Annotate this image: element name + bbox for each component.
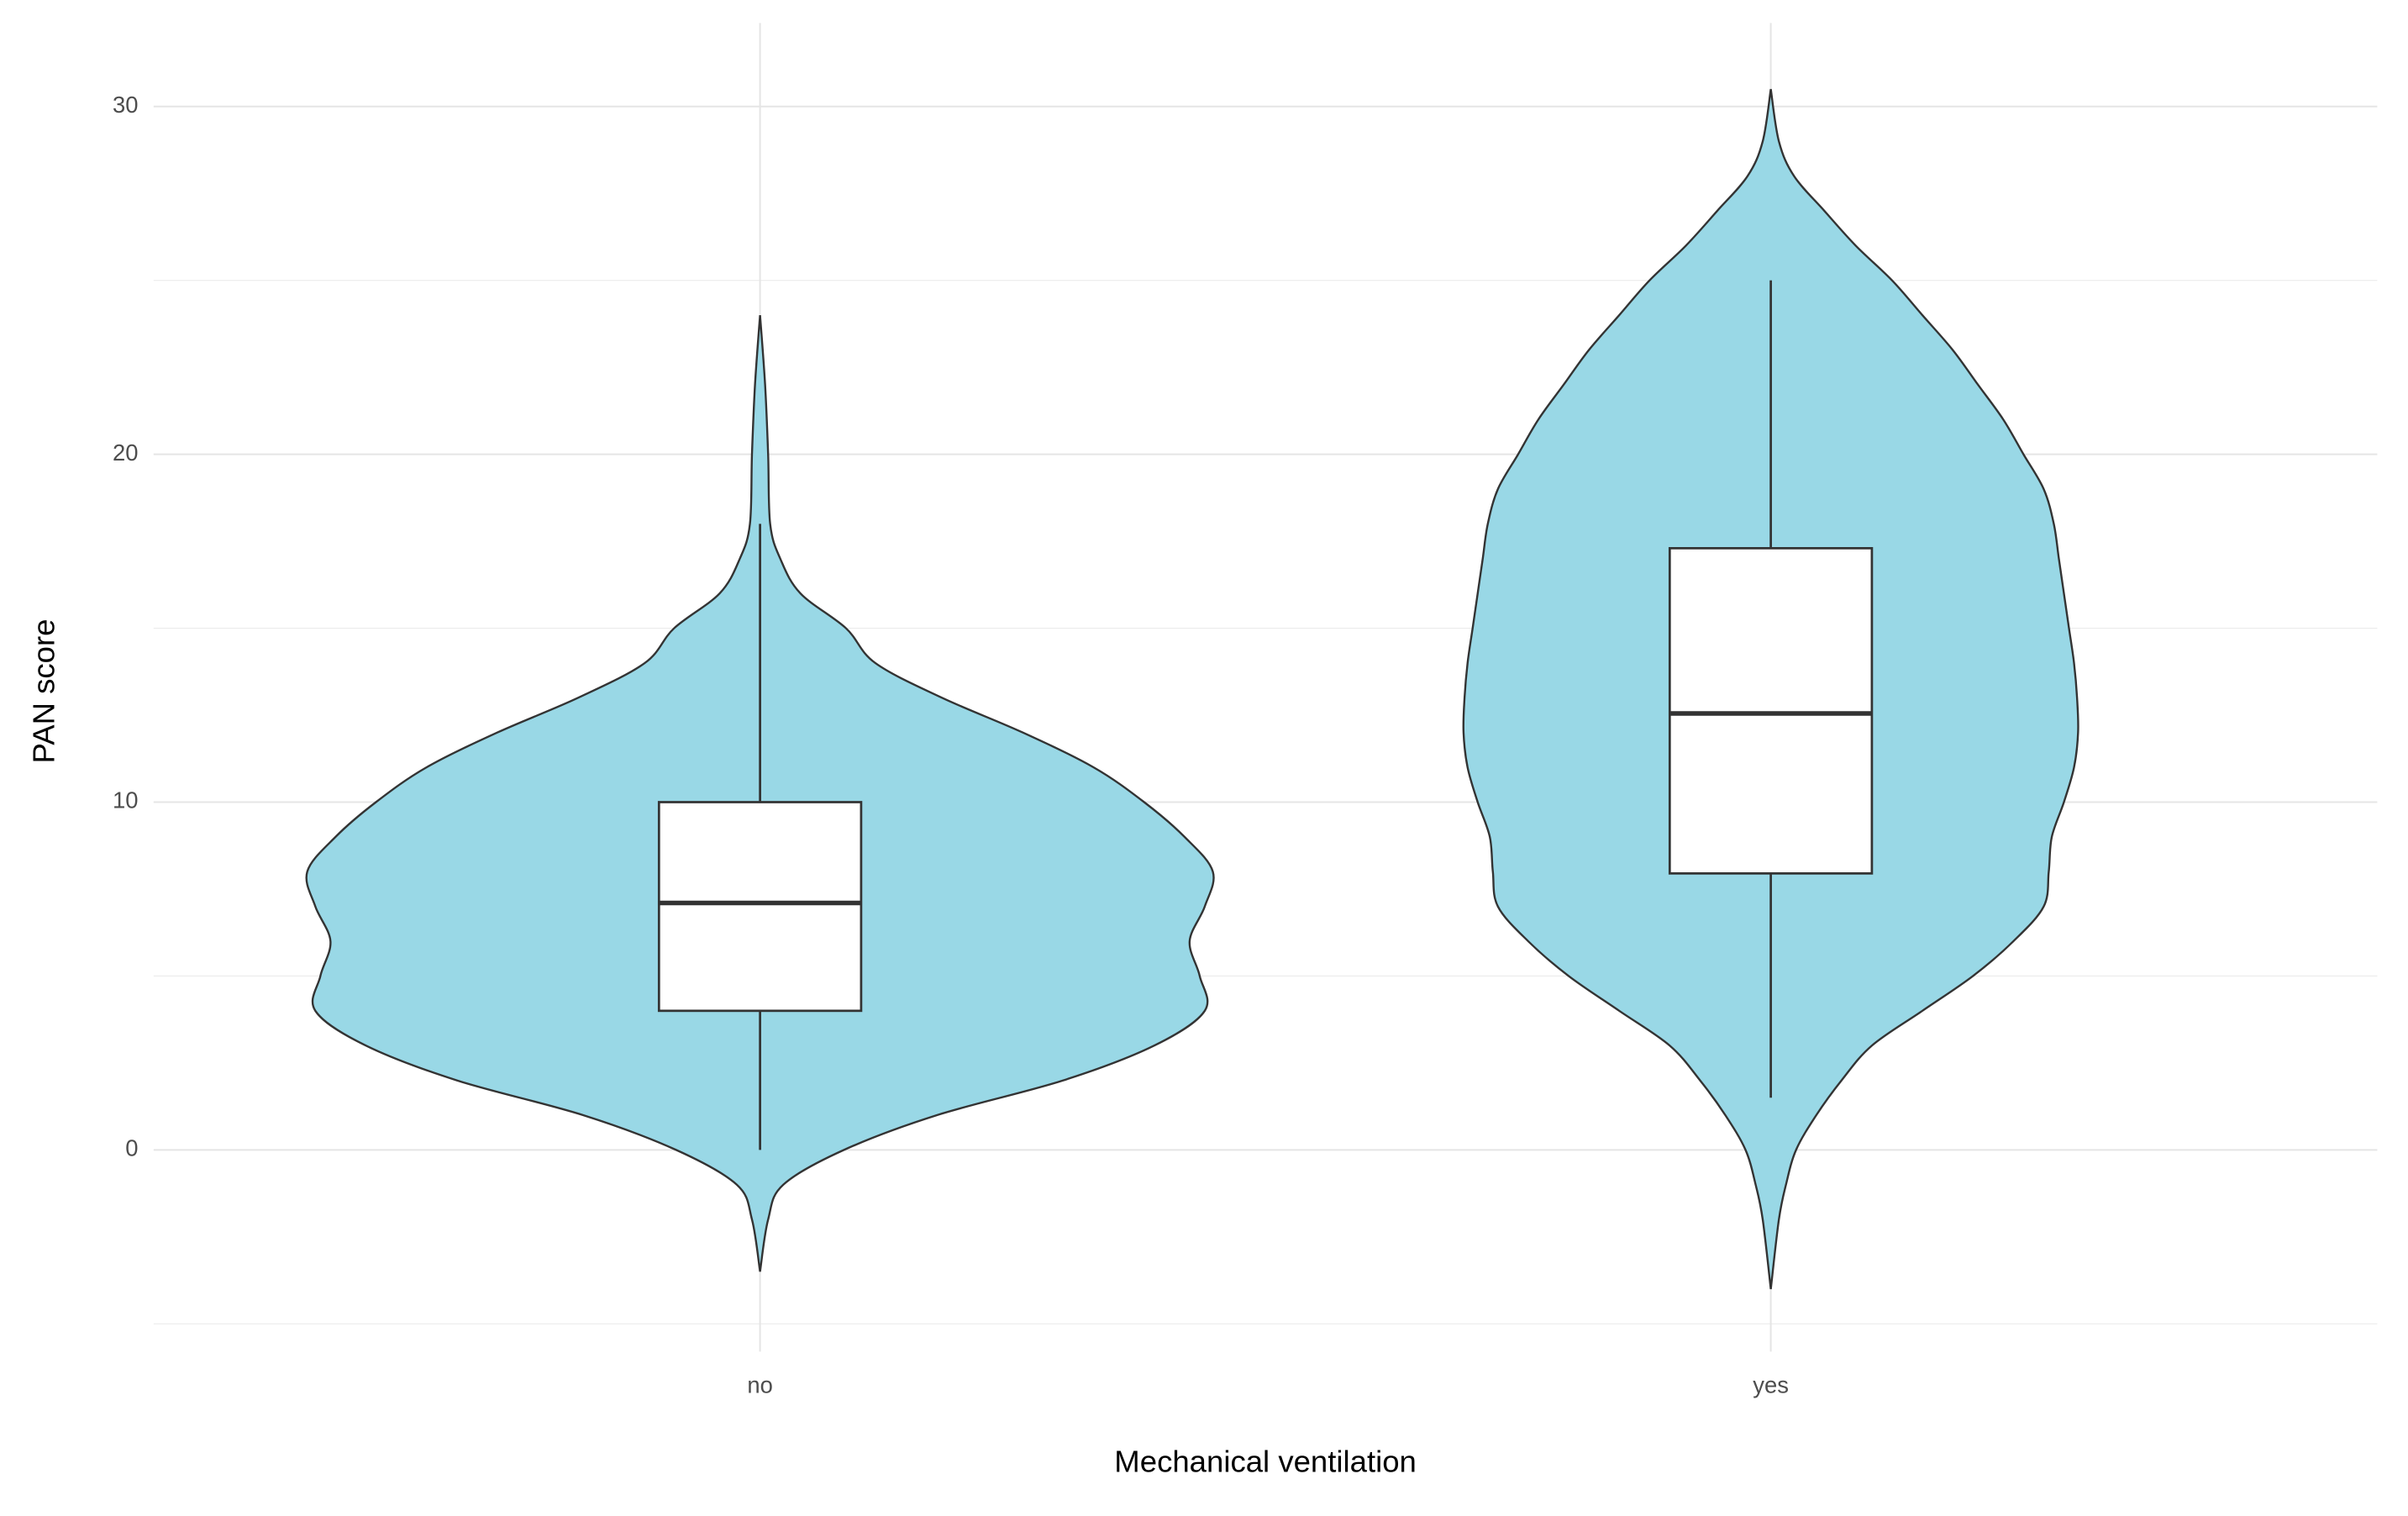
box: [657, 801, 863, 1013]
x-tick-label: no: [747, 1372, 772, 1398]
x-tick-label: yes: [1753, 1372, 1789, 1398]
y-tick-label: 30: [113, 92, 138, 118]
y-axis-title: PAN score: [27, 619, 61, 764]
box: [1668, 547, 1874, 875]
x-axis-title: Mechanical ventilation: [1114, 1445, 1417, 1479]
y-tick-label: 20: [113, 440, 138, 466]
y-tick-label: 10: [113, 787, 138, 813]
y-tick-label: 0: [125, 1135, 138, 1161]
